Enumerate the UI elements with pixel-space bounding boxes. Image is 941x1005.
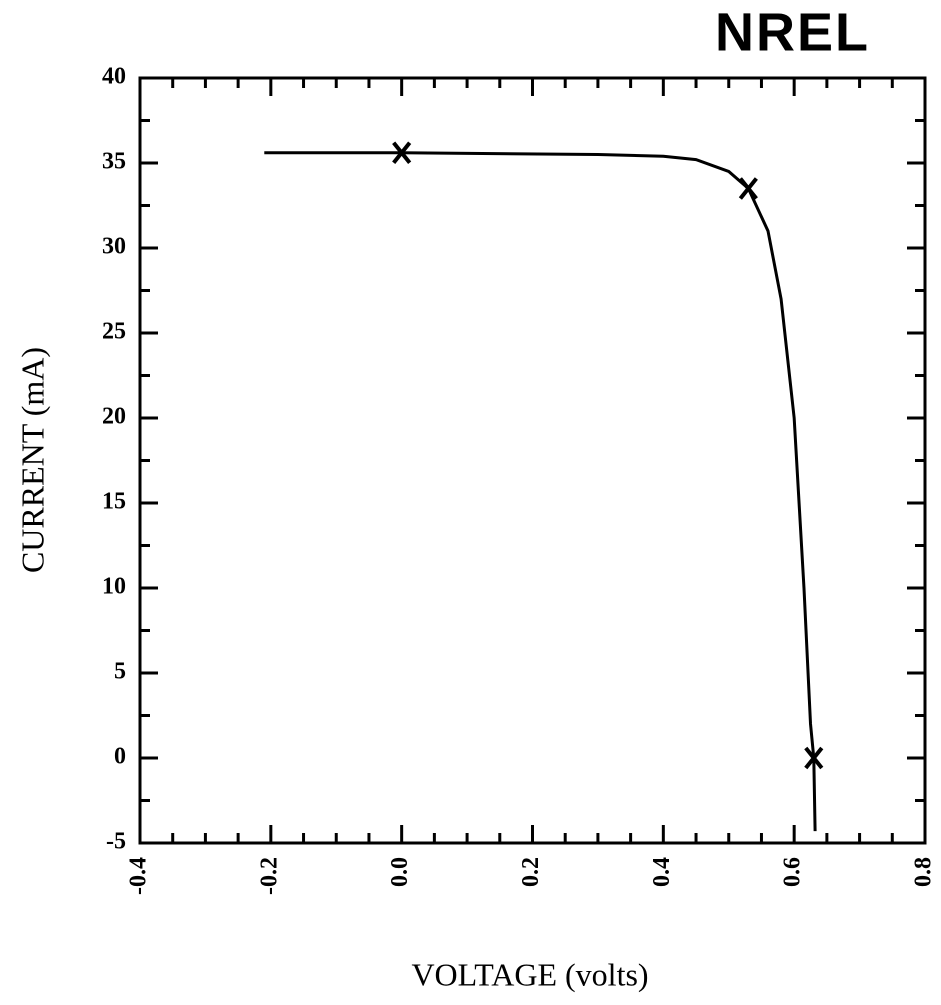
y-tick-label: 30 xyxy=(102,234,126,260)
y-tick-label: 25 xyxy=(102,319,126,345)
x-tick-label: 0.4 xyxy=(649,857,675,887)
x-marker xyxy=(804,746,824,770)
x-marker xyxy=(392,141,412,165)
plot-frame xyxy=(138,76,927,845)
y-tick-label: 0 xyxy=(114,744,126,770)
iv-curve xyxy=(264,151,817,832)
x-tick-label: 0.0 xyxy=(387,857,413,887)
x-tick-label: -0.4 xyxy=(126,857,152,895)
x-tick-label: -0.2 xyxy=(256,857,282,895)
x-marker xyxy=(738,177,758,200)
y-tick-label: 35 xyxy=(102,149,126,175)
y-tick-label: 15 xyxy=(102,489,126,515)
y-tick-label: 5 xyxy=(114,659,126,685)
y-axis-label: CURRENT (mA) xyxy=(14,347,50,573)
logo: NREL xyxy=(715,2,870,62)
y-tick-label: -5 xyxy=(106,829,126,855)
x-axis-label: VOLTAGE (volts) xyxy=(411,956,648,992)
x-tick-label: 0.2 xyxy=(518,857,544,887)
x-tick-label: 0.8 xyxy=(911,857,937,887)
y-tick-label: 40 xyxy=(102,64,126,90)
x-tick-label: 0.6 xyxy=(780,857,806,887)
y-tick-label: 10 xyxy=(102,574,126,600)
y-tick-label: 20 xyxy=(102,404,126,430)
